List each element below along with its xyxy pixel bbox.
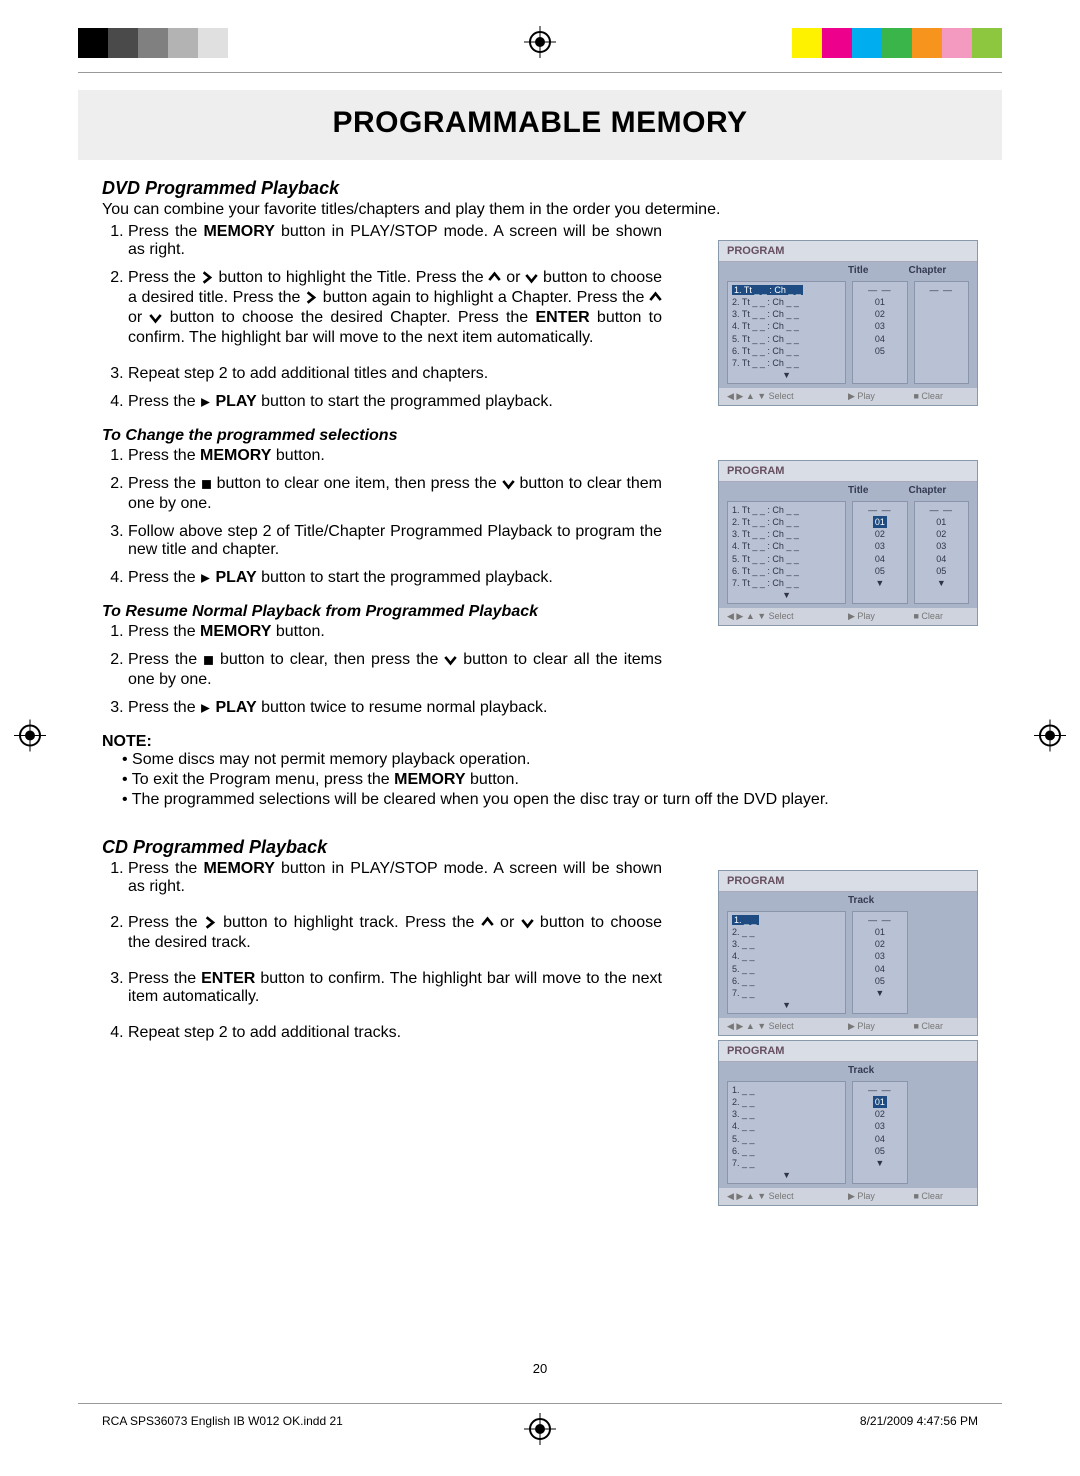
resume-step-1: Press the MEMORY button. xyxy=(128,623,662,641)
down-icon xyxy=(525,271,538,289)
dvd-step-4: Press the PLAY button to start the progr… xyxy=(128,393,662,413)
up-icon xyxy=(649,291,662,309)
right-icon xyxy=(305,291,318,309)
registration-mark-right xyxy=(1034,720,1066,757)
right-icon xyxy=(201,271,214,289)
dvd-heading: DVD Programmed Playback xyxy=(102,178,978,199)
footer-filename: RCA SPS36073 English IB W012 OK.indd 21 xyxy=(102,1414,343,1428)
cd-step-1: Press the MEMORY button in PLAY/STOP mod… xyxy=(128,860,662,896)
resume-steps: Press the MEMORY button. Press the butto… xyxy=(102,623,662,719)
note-label: NOTE: xyxy=(102,733,978,751)
osd-dvd-2: PROGRAM TitleChapter 1. Tt _ _ : Ch _ _ … xyxy=(718,460,978,626)
change-heading: To Change the programmed selections xyxy=(102,427,662,445)
play-icon xyxy=(200,395,211,413)
note-1: Some discs may not permit memory playbac… xyxy=(122,751,978,769)
osd-slotlist: 1. Tt _ _ : Ch _ _ 2. Tt _ _ : Ch _ _ 3.… xyxy=(727,281,846,384)
bottom-rule xyxy=(78,1403,1002,1404)
stop-icon xyxy=(203,653,214,671)
play-icon xyxy=(200,701,211,719)
resume-heading: To Resume Normal Playback from Programme… xyxy=(102,603,662,621)
cd-step-3: Press the ENTER button to confirm. The h… xyxy=(128,970,662,1006)
cd-step-2: Press the button to highlight track. Pre… xyxy=(128,914,662,952)
osd-dvd-1: PROGRAM TitleChapter 1. Tt _ _ : Ch _ _ … xyxy=(718,240,978,406)
dvd-step-1: Press the MEMORY button in PLAY/STOP mod… xyxy=(128,223,662,259)
page-title: PROGRAMMABLE MEMORY xyxy=(78,106,1002,140)
note-2: To exit the Program menu, press the MEMO… xyxy=(122,771,978,789)
change-steps: Press the MEMORY button. Press the butto… xyxy=(102,447,662,589)
change-step-3: Follow above step 2 of Title/Chapter Pro… xyxy=(128,523,662,559)
cd-step-4: Repeat step 2 to add additional tracks. xyxy=(128,1024,662,1042)
dvd-step-3: Repeat step 2 to add additional titles a… xyxy=(128,365,662,383)
dvd-steps: Press the MEMORY button in PLAY/STOP mod… xyxy=(102,223,662,413)
change-step-2: Press the button to clear one item, then… xyxy=(128,475,662,513)
down-icon xyxy=(502,477,515,495)
registration-mark-top xyxy=(524,26,556,63)
osd-cd-2: PROGRAM Track 1. _ _ 2. _ _ 3. _ _ 4. _ … xyxy=(718,1040,978,1206)
note-3: The programmed selections will be cleare… xyxy=(122,791,978,809)
title-band: PROGRAMMABLE MEMORY xyxy=(78,90,1002,160)
manual-page: PROGRAMMABLE MEMORY DVD Programmed Playb… xyxy=(0,0,1080,1476)
change-step-4: Press the PLAY button to start the progr… xyxy=(128,569,662,589)
down-icon xyxy=(521,916,534,934)
stop-icon xyxy=(201,477,212,495)
play-icon xyxy=(200,571,211,589)
dvd-intro: You can combine your favorite titles/cha… xyxy=(102,201,978,219)
dvd-step-2: Press the button to highlight the Title.… xyxy=(128,269,662,347)
up-icon xyxy=(481,916,494,934)
registration-mark-bottom xyxy=(524,1413,556,1450)
resume-step-2: Press the button to clear, then press th… xyxy=(128,651,662,689)
down-icon xyxy=(444,653,457,671)
osd-title: PROGRAM xyxy=(719,241,977,262)
page-number: 20 xyxy=(533,1361,547,1376)
osd-cd-1: PROGRAM Track 1. _ _ 2. _ _ 3. _ _ 4. _ … xyxy=(718,870,978,1036)
right-icon xyxy=(204,916,217,934)
cd-steps: Press the MEMORY button in PLAY/STOP mod… xyxy=(102,860,662,1042)
cd-heading: CD Programmed Playback xyxy=(102,837,978,858)
down-icon xyxy=(149,311,162,329)
up-icon xyxy=(488,271,501,289)
footer-timestamp: 8/21/2009 4:47:56 PM xyxy=(860,1414,978,1428)
registration-mark-left xyxy=(14,720,46,757)
top-rule xyxy=(78,72,1002,73)
note-list: Some discs may not permit memory playbac… xyxy=(102,751,978,809)
resume-step-3: Press the PLAY button twice to resume no… xyxy=(128,699,662,719)
change-step-1: Press the MEMORY button. xyxy=(128,447,662,465)
